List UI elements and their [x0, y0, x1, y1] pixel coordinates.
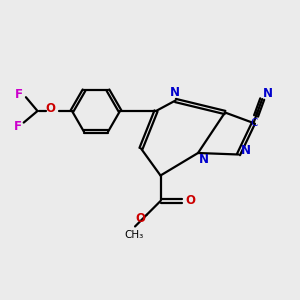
Text: O: O [135, 212, 145, 225]
Text: N: N [199, 153, 209, 166]
Text: N: N [170, 85, 180, 99]
Text: CH₃: CH₃ [124, 230, 143, 240]
Text: C: C [250, 118, 257, 128]
Text: F: F [15, 88, 23, 101]
Text: F: F [14, 120, 22, 133]
Text: O: O [185, 194, 195, 208]
Text: N: N [241, 144, 251, 158]
Text: N: N [262, 86, 273, 100]
Text: O: O [45, 102, 56, 115]
